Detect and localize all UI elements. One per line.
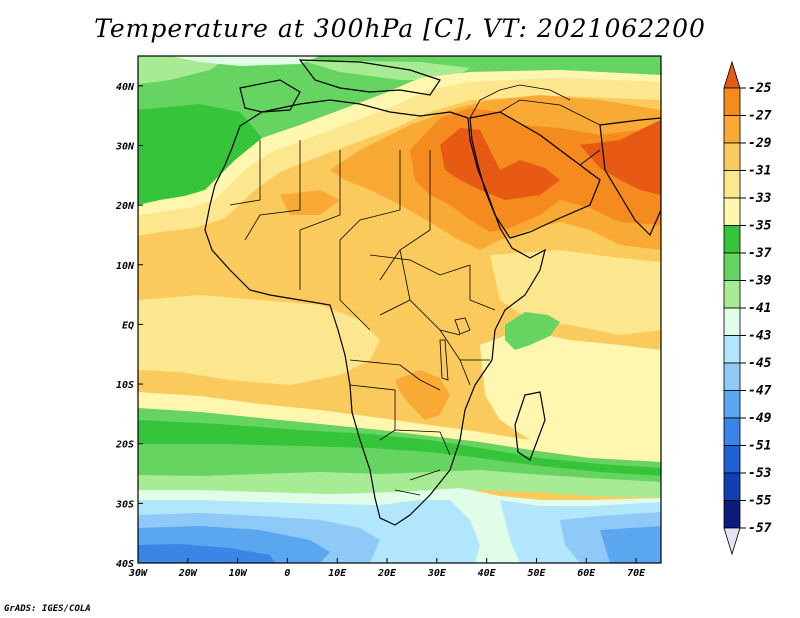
sahara-orange bbox=[280, 190, 340, 215]
y-tick-label: 30S bbox=[115, 499, 134, 510]
colorbar-swatch bbox=[723, 362, 741, 391]
colorbar-swatch bbox=[723, 197, 741, 226]
north-light-yellow bbox=[138, 78, 661, 236]
y-tick-label: 20N bbox=[115, 201, 135, 212]
x-tick-label: 0 bbox=[284, 568, 290, 579]
colorbar-swatch bbox=[723, 417, 741, 446]
madagascar bbox=[514, 391, 546, 461]
south-deep-blue-east bbox=[600, 526, 661, 563]
india bbox=[599, 117, 661, 237]
europe-south bbox=[298, 59, 441, 96]
north-pale-band bbox=[138, 70, 661, 216]
x-tick-label: 50E bbox=[527, 568, 546, 579]
iberia bbox=[239, 79, 301, 113]
colorbar-label: -41 bbox=[748, 301, 771, 316]
med-lightgreen bbox=[300, 60, 470, 80]
north-cold-inner bbox=[138, 104, 262, 205]
colorbar-label: -29 bbox=[748, 136, 772, 151]
x-tick-label: 30W bbox=[128, 568, 148, 579]
south-darker-blue bbox=[138, 544, 275, 563]
colorbar-swatch bbox=[723, 142, 741, 171]
colorbar-label: -27 bbox=[748, 109, 772, 124]
border-sahara bbox=[229, 140, 431, 281]
colorbar-label: -37 bbox=[748, 246, 772, 261]
hottest-region bbox=[440, 128, 560, 200]
colorbar-label: -45 bbox=[748, 356, 772, 371]
colorbar-label: -57 bbox=[748, 521, 772, 536]
y-tick-label: 40N bbox=[116, 82, 135, 93]
africa-outline bbox=[204, 99, 546, 526]
x-tick-label: 30E bbox=[427, 568, 447, 579]
colorbar-swatch bbox=[723, 252, 741, 281]
border-east bbox=[439, 265, 496, 386]
credit-text: GrADS: IGES/COLA bbox=[4, 604, 91, 614]
colorbar-label: -53 bbox=[748, 466, 772, 481]
colorbar-swatch bbox=[723, 500, 741, 529]
ethiopia-green bbox=[505, 312, 560, 350]
colorbar-swatch bbox=[723, 87, 741, 116]
colorbar-label: -43 bbox=[748, 329, 772, 344]
x-tick-label: 20W bbox=[178, 568, 198, 579]
colorbar-label: -35 bbox=[748, 219, 772, 234]
y-tick-label: 20S bbox=[115, 440, 134, 451]
colorbar-label: -47 bbox=[748, 384, 772, 399]
south-deep-green bbox=[138, 420, 661, 476]
med-green bbox=[250, 74, 440, 128]
colorbar-swatch bbox=[723, 225, 741, 254]
border-south bbox=[349, 359, 451, 496]
south-africa-orange bbox=[395, 370, 450, 420]
colorbar-label: -33 bbox=[748, 191, 772, 206]
north-palecyan bbox=[170, 56, 320, 66]
y-tick-label: EQ bbox=[122, 320, 134, 331]
border-mideast bbox=[469, 84, 601, 166]
colorbar-swatch bbox=[723, 307, 741, 336]
map-title: Temperature at 300hPa [C], VT: 202106220… bbox=[94, 14, 706, 43]
colorbar-label: -55 bbox=[748, 494, 772, 509]
colorbar-label: -25 bbox=[748, 81, 772, 96]
y-tick-label: 10N bbox=[116, 261, 135, 272]
north-lightgreen bbox=[138, 56, 230, 84]
x-tick-label: 20E bbox=[377, 568, 397, 579]
south-pale-band bbox=[138, 392, 661, 462]
colorbar-swatch bbox=[723, 115, 741, 144]
colorbar-label: -31 bbox=[748, 164, 771, 179]
colorbar-label: -51 bbox=[748, 439, 771, 454]
x-tick-label: 10E bbox=[328, 568, 347, 579]
country-borders bbox=[229, 84, 601, 496]
temperature-field bbox=[138, 56, 661, 563]
lake-victoria bbox=[454, 317, 471, 335]
colorbar-swatch bbox=[723, 527, 741, 556]
colorbar-swatch bbox=[723, 60, 741, 89]
y-tick-label: 40S bbox=[116, 559, 134, 570]
colorbar-swatch bbox=[723, 335, 741, 364]
colorbar-label: -49 bbox=[748, 411, 772, 426]
colorbar-swatch bbox=[723, 280, 741, 309]
colorbar-label: -39 bbox=[748, 274, 772, 289]
x-tick-label: 70E bbox=[627, 568, 646, 579]
colorbar-swatch bbox=[723, 472, 741, 501]
lake-tanganyika bbox=[439, 339, 449, 381]
equatorial-light bbox=[138, 295, 380, 385]
y-tick-label: 30N bbox=[115, 141, 135, 152]
x-axis: 30W 20W 10W 0 10E 20E 30E 40E 50E 60E 70E bbox=[128, 558, 646, 579]
colorbar-swatch bbox=[723, 445, 741, 474]
x-tick-label: 40E bbox=[478, 568, 497, 579]
colorbar-swatch bbox=[723, 390, 741, 419]
y-axis: 40N 30N 20N 10N EQ 10S 20S 30S 40S bbox=[115, 82, 143, 570]
x-tick-label: 60E bbox=[577, 568, 596, 579]
hottest-region-east bbox=[580, 120, 661, 195]
indian-ocean-pale bbox=[480, 330, 661, 455]
colorbar: -25 -27 -29 -31 -33 -35 -37 -39 -41 -43 -45 -47 -49 -… bbox=[723, 60, 772, 556]
border-central bbox=[299, 230, 471, 336]
x-tick-label: 10W bbox=[229, 568, 248, 579]
plot-frame bbox=[137, 55, 662, 564]
colorbar-swatch bbox=[723, 170, 741, 199]
y-tick-label: 10S bbox=[116, 380, 134, 391]
